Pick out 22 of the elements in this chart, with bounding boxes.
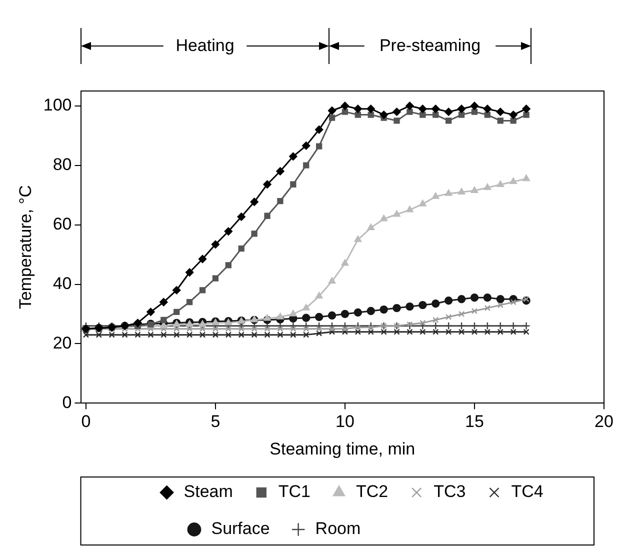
y-tick-label: 40 (52, 274, 72, 293)
legend-label: TC4 (511, 482, 544, 502)
y-tick-label: 100 (43, 96, 72, 115)
legend-label: TC3 (434, 482, 466, 502)
legend-label: TC1 (278, 482, 311, 502)
y-tick-label: 20 (52, 333, 72, 352)
legend-label: TC2 (356, 482, 388, 502)
y-tick-label: 0 (62, 392, 72, 412)
x-tick-label: 5 (210, 412, 220, 432)
y-axis-title: Temperature, °C (16, 185, 35, 310)
legend-label: Steam (184, 482, 233, 502)
legend-label: Room (315, 519, 361, 538)
text: Pre-steaming (379, 36, 481, 55)
x-axis-title: Steaming time, min (270, 439, 416, 458)
text: Heating (176, 36, 234, 55)
x-tick-label: 15 (465, 412, 484, 432)
y-tick-label: 80 (52, 155, 72, 174)
legend-label: Surface (211, 519, 270, 538)
y-tick-label: 60 (52, 214, 72, 234)
x-tick-label: 10 (336, 412, 354, 432)
x-tick-label: 20 (594, 412, 614, 432)
x-tick-label: 0 (81, 412, 91, 432)
